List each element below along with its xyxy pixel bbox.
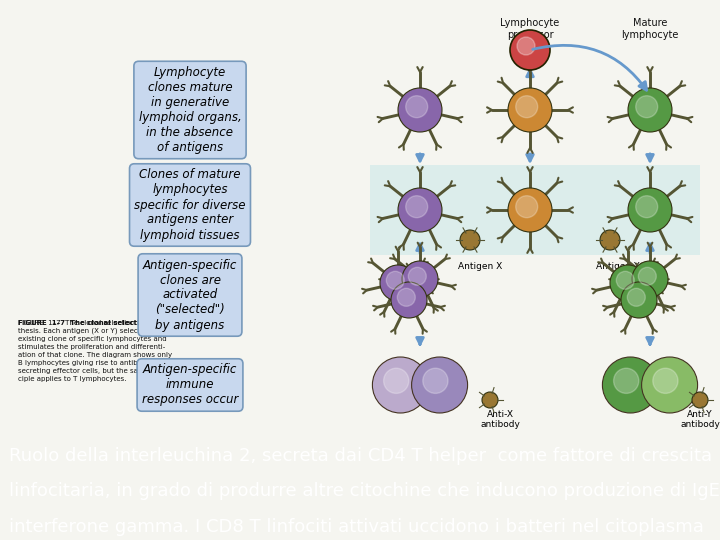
Circle shape xyxy=(398,88,442,132)
Circle shape xyxy=(482,392,498,408)
Circle shape xyxy=(692,392,708,408)
Circle shape xyxy=(405,96,428,118)
Text: FIGURE  1–7  The clonal selection hypo-: FIGURE 1–7 The clonal selection hypo- xyxy=(18,320,174,326)
Circle shape xyxy=(613,368,639,394)
Circle shape xyxy=(621,282,657,318)
Circle shape xyxy=(600,230,620,250)
Circle shape xyxy=(628,88,672,132)
Circle shape xyxy=(412,357,467,413)
Text: Anti-X
antibody: Anti-X antibody xyxy=(480,410,520,429)
Circle shape xyxy=(632,261,668,297)
Circle shape xyxy=(423,368,448,394)
FancyBboxPatch shape xyxy=(370,165,700,255)
Text: Mature
lymphocyte: Mature lymphocyte xyxy=(621,18,679,39)
Circle shape xyxy=(642,357,698,413)
Circle shape xyxy=(603,357,658,413)
Circle shape xyxy=(516,96,538,118)
Circle shape xyxy=(460,230,480,250)
Circle shape xyxy=(384,368,409,394)
Circle shape xyxy=(627,288,645,306)
Text: interferone gamma. I CD8 T linfociti attivati uccidono i batteri nel citoplasma: interferone gamma. I CD8 T linfociti att… xyxy=(9,518,703,536)
Text: Lymphocyte
precursor: Lymphocyte precursor xyxy=(500,18,559,39)
Text: Antigen-specific
clones are
activated
("selected")
by antigens: Antigen-specific clones are activated ("… xyxy=(143,259,237,332)
Circle shape xyxy=(508,188,552,232)
Circle shape xyxy=(517,37,535,55)
Circle shape xyxy=(402,261,438,297)
Circle shape xyxy=(636,195,657,218)
Circle shape xyxy=(628,188,672,232)
Circle shape xyxy=(408,267,426,285)
Circle shape xyxy=(610,265,646,301)
Text: Antigen X: Antigen X xyxy=(458,262,502,271)
Text: Antigen-specific
immune
responses occur: Antigen-specific immune responses occur xyxy=(142,363,238,407)
Circle shape xyxy=(516,195,538,218)
Circle shape xyxy=(391,282,427,318)
Text: Ruolo della interleuchina 2, secreta dai CD4 T helper  come fattore di crescita: Ruolo della interleuchina 2, secreta dai… xyxy=(9,447,712,465)
Circle shape xyxy=(508,88,552,132)
Circle shape xyxy=(639,267,657,285)
Circle shape xyxy=(653,368,678,394)
Circle shape xyxy=(616,271,634,289)
Circle shape xyxy=(398,188,442,232)
Text: FIGURE  1–7  The clonal selection hypo-
thesis. Each antigen (X or Y) selects a : FIGURE 1–7 The clonal selection hypo- th… xyxy=(18,320,172,382)
Text: Lymphocyte
clones mature
in generative
lymphoid organs,
in the absence
of antige: Lymphocyte clones mature in generative l… xyxy=(139,66,241,154)
Circle shape xyxy=(380,265,416,301)
Text: Antigen Y: Antigen Y xyxy=(596,262,640,271)
FancyArrowPatch shape xyxy=(533,45,647,90)
Text: Clones of mature
lymphocytes
specific for diverse
antigens enter
lymphoid tissue: Clones of mature lymphocytes specific fo… xyxy=(134,168,246,241)
Circle shape xyxy=(510,30,550,70)
Circle shape xyxy=(636,96,657,118)
Circle shape xyxy=(387,271,405,289)
Circle shape xyxy=(397,288,415,306)
Circle shape xyxy=(405,195,428,218)
Text: Anti-Y
antibody: Anti-Y antibody xyxy=(680,410,720,429)
Circle shape xyxy=(372,357,428,413)
Text: linfocitaria, in grado di produrre altre citochine che inducono produzione di Ig: linfocitaria, in grado di produrre altre… xyxy=(9,482,720,501)
